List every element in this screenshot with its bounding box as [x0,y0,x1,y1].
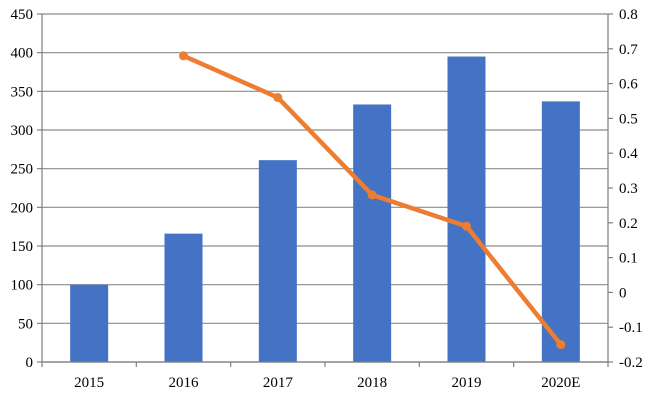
axes [37,13,613,367]
right-tick-label: 0.3 [619,181,638,197]
right-tick-label: 0.2 [619,216,638,232]
bar [541,101,580,363]
category-label: 2020E [541,375,580,391]
left-tick-label: 100 [11,278,34,294]
category-label: 2015 [74,375,104,391]
left-tick-label: 400 [11,46,34,62]
category-label: 2018 [357,375,387,391]
bar [258,160,297,362]
bar-series [70,56,580,363]
line-point [179,51,188,61]
tick-labels: 0 50 100 150 200 250 300 350 400 450 -0.2 -0.1 0 0.1 0… [11,7,643,391]
bar [447,56,486,363]
left-tick-label: 50 [18,316,33,332]
left-tick-label: 0 [26,355,34,371]
bar [70,284,109,362]
right-tick-label: 0.4 [619,146,638,162]
category-label: 2016 [169,375,200,391]
line-series [179,51,566,350]
left-tick-label: 350 [11,84,34,100]
bar [353,104,392,362]
left-tick-label: 450 [11,7,34,23]
right-tick-label: 0.7 [619,42,638,58]
right-tick-label: -0.2 [619,355,643,371]
right-tick-label: 0.6 [619,77,638,93]
gridlines [42,13,608,363]
right-tick-label: 0.8 [619,7,638,23]
line-point [273,93,283,103]
bar [164,233,203,362]
left-tick-label: 200 [11,200,34,216]
category-label: 2017 [263,375,294,391]
line-point [462,221,471,231]
right-tick-label: -0.1 [619,320,643,336]
left-tick-label: 250 [11,162,34,178]
category-label: 2019 [452,375,482,391]
right-tick-label: 0.1 [619,251,638,267]
line-point [556,340,566,350]
right-tick-label: 0 [619,285,627,301]
right-tick-label: 0.5 [619,111,638,127]
left-tick-label: 300 [11,123,34,139]
line-point [367,190,377,200]
left-tick-label: 150 [11,239,34,255]
